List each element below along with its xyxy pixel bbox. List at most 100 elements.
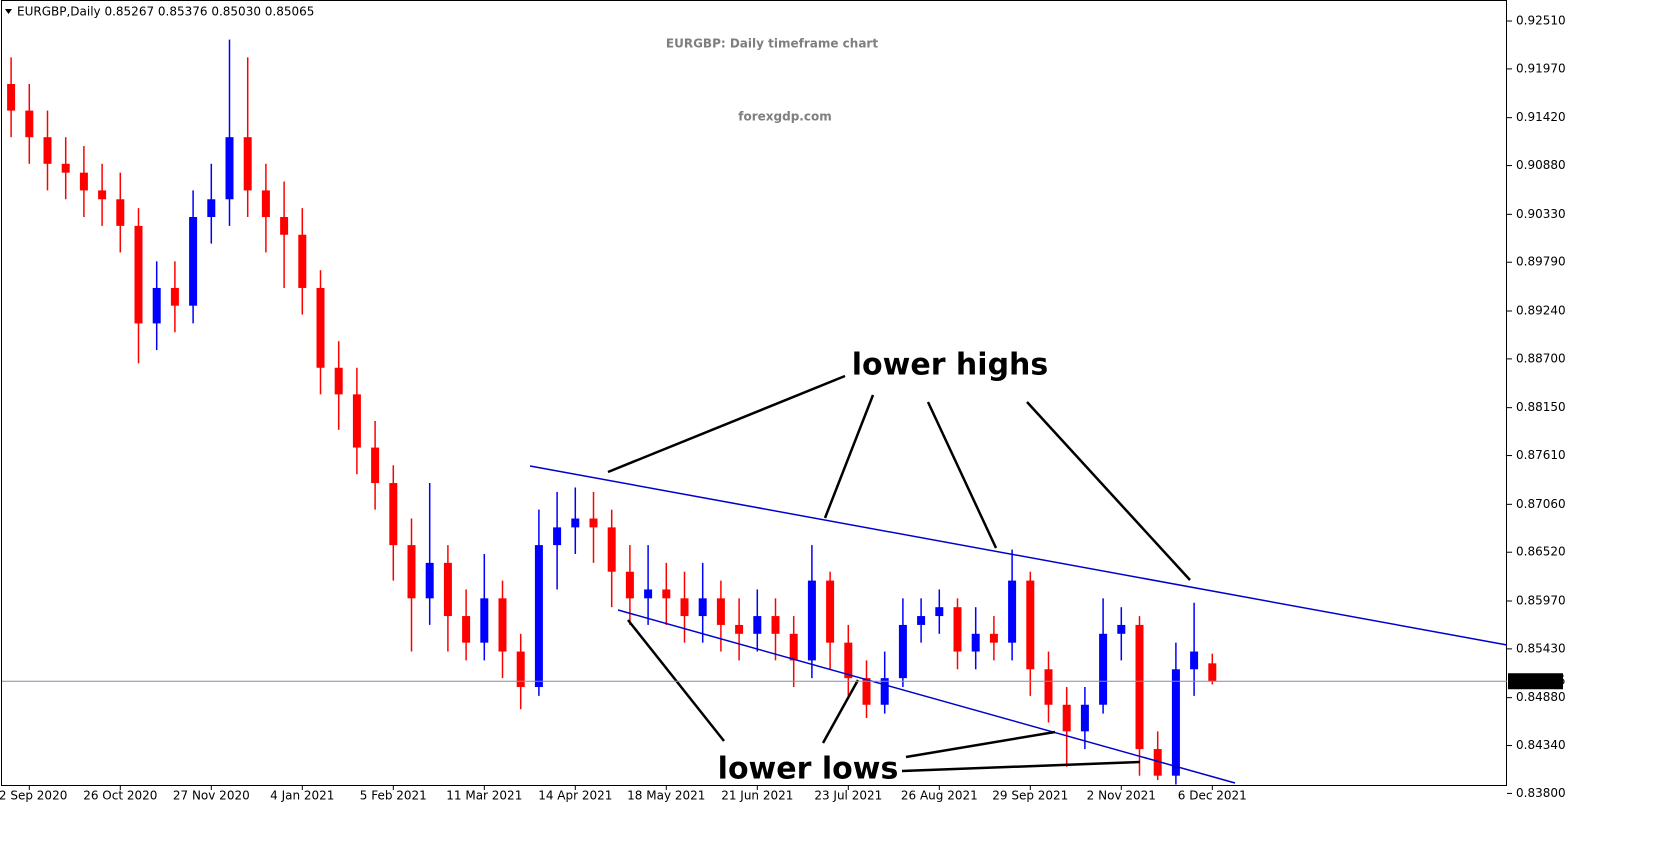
x-tick-label: 5 Feb 2021	[360, 789, 427, 803]
candle-body	[425, 562, 434, 599]
candle-body	[917, 616, 926, 625]
x-tick-label: 26 Oct 2020	[83, 789, 157, 803]
pointer	[905, 730, 1056, 759]
candle-body	[170, 287, 179, 306]
pointer	[901, 760, 1141, 773]
candle-body	[7, 83, 16, 111]
candle-body	[462, 616, 471, 643]
candle-body	[389, 483, 398, 546]
y-tick-label: 0.84880	[1516, 690, 1566, 704]
y-tick-label: 0.90880	[1516, 158, 1566, 172]
y-tick-label: 0.85970	[1516, 593, 1566, 607]
y-tick-label: 0.87610	[1516, 448, 1566, 462]
candle-body	[1026, 580, 1035, 670]
candle-body	[1135, 624, 1144, 750]
candle-body	[935, 607, 944, 617]
candle-body	[1008, 580, 1017, 643]
candle-body	[1153, 749, 1162, 776]
candle-body	[1062, 704, 1071, 732]
y-tick-label: 0.89790	[1516, 255, 1566, 269]
y-tick-label: 0.87060	[1516, 497, 1566, 511]
upper-trend-line	[529, 465, 1508, 646]
candle-body	[789, 633, 798, 661]
y-tick-label: 0.83800	[1516, 786, 1566, 800]
chart-subtitle: forexgdp.com	[738, 110, 831, 124]
candle-body	[807, 580, 816, 661]
symbol-header: EURGBP,Daily 0.85267 0.85376 0.85030 0.8…	[17, 5, 314, 19]
candle-body	[407, 545, 416, 599]
candle-body	[225, 137, 234, 200]
candle-body	[898, 624, 907, 679]
pointer	[926, 401, 998, 549]
x-tick-label: 2 Nov 2021	[1087, 789, 1156, 803]
candle-body	[134, 225, 143, 324]
candle-body	[716, 598, 725, 625]
x-tick-label: 11 Mar 2021	[446, 789, 522, 803]
y-tick-label: 0.90330	[1516, 207, 1566, 221]
candle-body	[1171, 669, 1180, 776]
candle-body	[953, 607, 962, 652]
y-tick-label: 0.89240	[1516, 304, 1566, 318]
pointer	[627, 619, 725, 742]
candle-body	[243, 137, 252, 191]
candle-body	[571, 518, 580, 528]
candle-body	[316, 287, 325, 368]
y-tick-label: 0.85430	[1516, 641, 1566, 655]
candle-body	[152, 287, 161, 324]
candle-body	[644, 589, 653, 599]
pointer	[1026, 401, 1191, 581]
candle-body	[25, 110, 34, 138]
candles	[7, 39, 1217, 785]
candle-body	[1099, 633, 1108, 705]
candle-body	[534, 545, 543, 688]
pointer	[823, 394, 875, 519]
x-tick-label: 26 Aug 2021	[901, 789, 978, 803]
candle-body	[1044, 669, 1053, 705]
x-tick-label: 27 Nov 2020	[173, 789, 250, 803]
y-tick-label: 0.88150	[1516, 400, 1566, 414]
candle-body	[680, 598, 689, 617]
candle-body	[1117, 624, 1126, 634]
chart-title: EURGBP: Daily timeframe chart	[666, 37, 878, 51]
current-price-box	[1508, 673, 1563, 690]
candle-body	[862, 678, 871, 705]
candle-body	[971, 633, 980, 652]
y-tick-label: 0.88700	[1516, 351, 1566, 365]
candle-body	[1208, 663, 1217, 682]
candle-body	[1080, 704, 1089, 732]
y-tick-label: 0.84340	[1516, 738, 1566, 752]
candle-body	[443, 562, 452, 617]
y-tick-label: 0.86520	[1516, 545, 1566, 559]
candle-body	[189, 217, 198, 306]
annotation: lower lows	[718, 752, 899, 787]
x-tick-label: 18 May 2021	[627, 789, 705, 803]
candle-body	[589, 518, 598, 528]
annotation: lower highs	[852, 348, 1049, 383]
candle-body	[607, 527, 616, 572]
candle-body	[771, 616, 780, 634]
candle-body	[826, 580, 835, 643]
y-tick-label: 0.91970	[1516, 61, 1566, 75]
candle-body	[625, 571, 634, 599]
lower-trend-line	[617, 609, 1236, 784]
candle-body	[498, 598, 507, 652]
candle-body	[553, 527, 562, 546]
candle-body	[735, 624, 744, 634]
candle-body	[98, 190, 107, 200]
candle-body	[352, 394, 361, 448]
candle-body	[334, 367, 343, 395]
candle-body	[43, 137, 52, 164]
candle-body	[298, 234, 307, 288]
candle-body	[1190, 651, 1199, 670]
candle-body	[61, 163, 70, 173]
candle-body	[662, 589, 671, 599]
pointer	[607, 374, 846, 474]
candle-body	[207, 199, 216, 218]
trend-lines	[529, 465, 1508, 784]
candle-body	[480, 598, 489, 643]
x-tick-label: 14 Apr 2021	[538, 789, 612, 803]
candle-body	[844, 642, 853, 679]
candle-body	[516, 651, 525, 688]
